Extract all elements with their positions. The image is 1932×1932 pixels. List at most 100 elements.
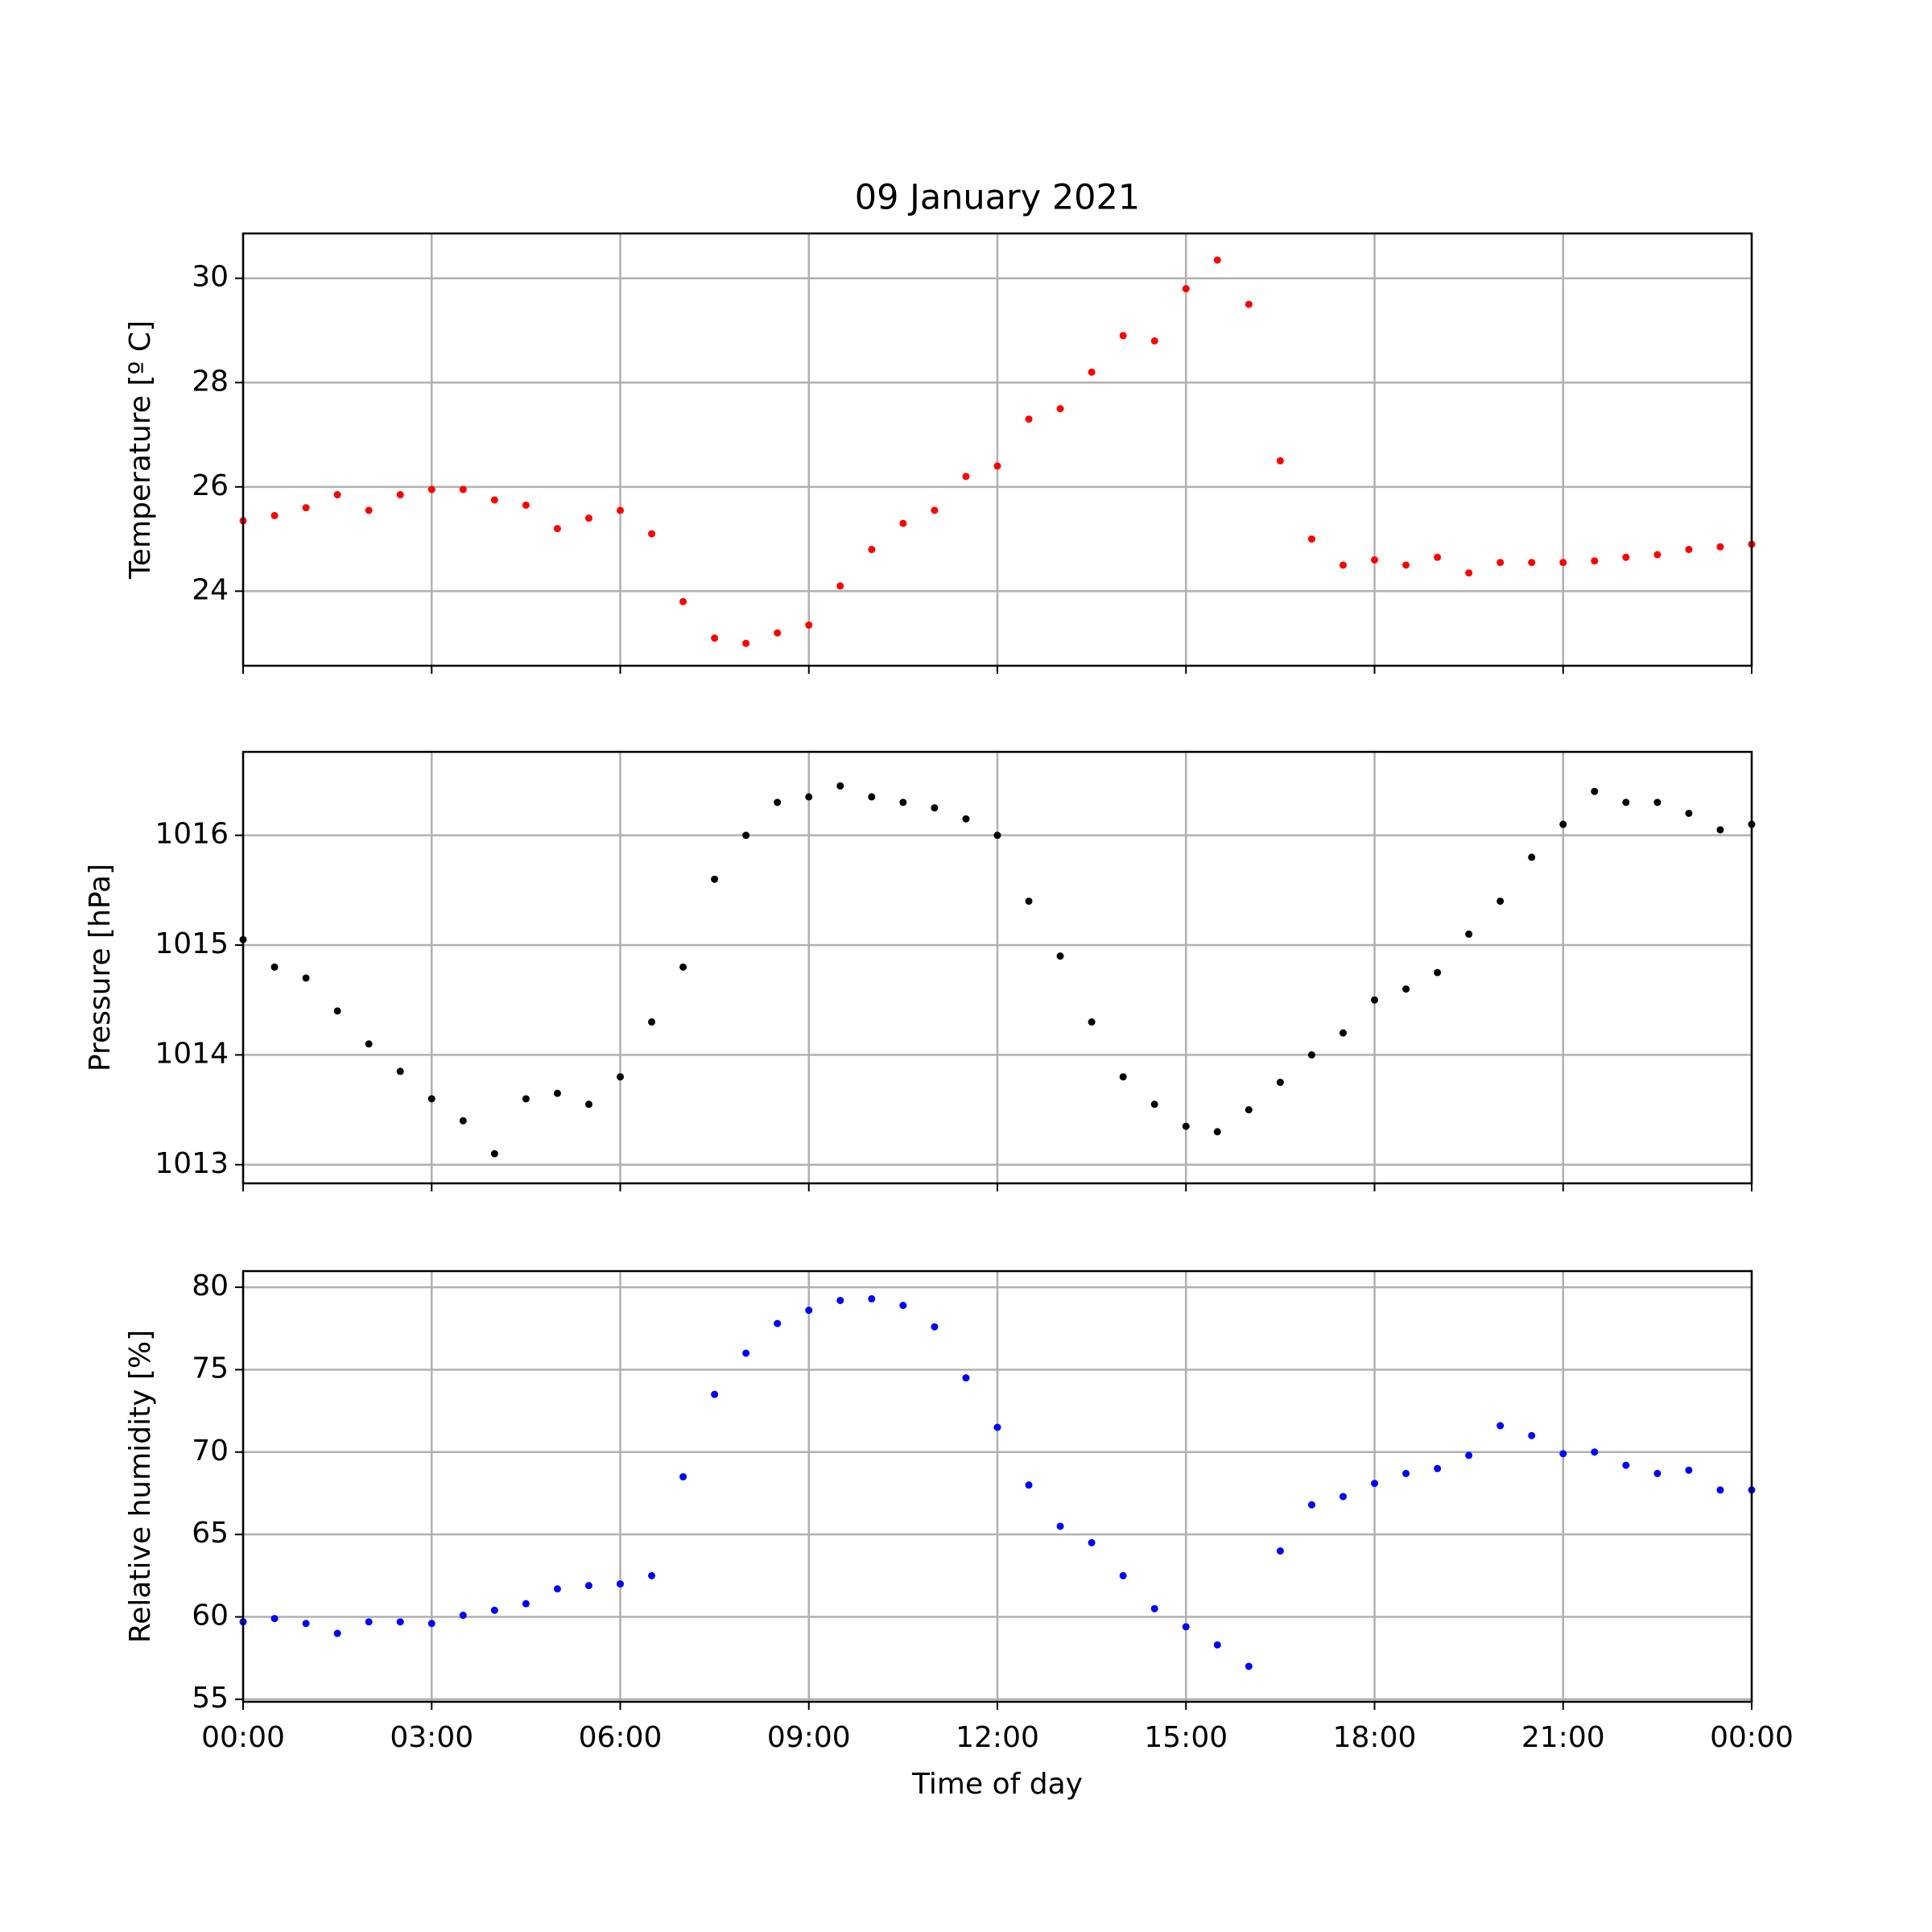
data-point — [742, 639, 750, 647]
data-point — [993, 462, 1001, 470]
data-point — [365, 506, 373, 514]
data-point — [836, 1296, 844, 1304]
x-tick-label: 18:00 — [1333, 1721, 1417, 1754]
y-axis-label: Temperature [º C] — [124, 320, 157, 580]
data-point — [648, 530, 656, 538]
data-point — [1119, 1571, 1127, 1579]
x-tick-label: 00:00 — [1710, 1721, 1794, 1754]
data-point — [1591, 787, 1599, 795]
data-point — [899, 519, 907, 527]
y-tick-label: 75 — [192, 1352, 229, 1385]
data-point — [1685, 1466, 1693, 1474]
data-point — [962, 815, 970, 823]
data-point — [679, 963, 687, 971]
data-point — [868, 546, 876, 554]
axes-frame — [242, 750, 1753, 1185]
axes-frame — [242, 232, 1753, 667]
data-point — [1371, 1480, 1378, 1488]
data-point — [1025, 415, 1033, 423]
x-tick-label: 06:00 — [579, 1721, 663, 1754]
data-point — [1653, 1469, 1662, 1477]
data-point — [396, 1067, 404, 1075]
data-point — [365, 1040, 373, 1048]
data-point — [1119, 1073, 1127, 1081]
data-point — [1716, 1486, 1724, 1494]
data-point — [1685, 809, 1693, 817]
data-point — [1434, 968, 1442, 976]
y-tick-label: 28 — [192, 365, 229, 398]
y-tick-label: 1016 — [155, 818, 229, 851]
data-point — [522, 1095, 530, 1103]
data-point — [742, 832, 750, 840]
data-point — [1182, 285, 1190, 293]
y-tick-label: 1015 — [155, 927, 229, 960]
data-point — [1307, 1501, 1315, 1509]
y-tick-label: 80 — [192, 1269, 229, 1302]
data-point — [711, 1390, 719, 1398]
data-point — [1025, 1481, 1033, 1489]
data-point — [553, 525, 561, 533]
x-tick-label: 12:00 — [956, 1721, 1039, 1754]
data-point — [553, 1585, 561, 1593]
data-point — [1245, 300, 1253, 308]
data-point — [459, 1612, 467, 1620]
data-point — [899, 1302, 907, 1310]
data-point — [805, 621, 813, 629]
data-point — [1371, 996, 1378, 1004]
data-point — [333, 1629, 341, 1637]
x-tick-label: 21:00 — [1521, 1721, 1605, 1754]
data-point — [1276, 1079, 1284, 1087]
data-point — [302, 1620, 310, 1628]
data-point — [1559, 820, 1567, 828]
data-point — [584, 1582, 592, 1590]
data-point — [522, 501, 530, 509]
data-point — [993, 1423, 1001, 1431]
data-point — [1088, 368, 1096, 376]
data-point — [1402, 561, 1410, 569]
data-point — [1339, 561, 1347, 569]
data-point — [1150, 336, 1158, 345]
y-tick-label: 26 — [192, 469, 229, 502]
data-point — [427, 485, 436, 493]
data-point — [679, 1473, 687, 1481]
data-point — [774, 629, 782, 637]
data-point — [1622, 553, 1630, 561]
data-point — [490, 496, 498, 504]
data-point — [584, 1100, 592, 1108]
x-tick-label: 00:00 — [201, 1721, 285, 1754]
data-point — [584, 514, 592, 522]
data-point — [1056, 952, 1064, 960]
data-point — [270, 511, 279, 519]
data-point — [270, 963, 279, 971]
data-point — [1276, 456, 1284, 464]
data-point — [774, 799, 782, 807]
data-point — [931, 804, 939, 812]
data-point — [931, 1323, 939, 1331]
data-point — [1465, 930, 1473, 938]
data-point — [333, 491, 341, 499]
data-point — [742, 1349, 750, 1357]
data-point — [1496, 897, 1505, 905]
data-point — [459, 1117, 467, 1125]
data-point — [427, 1620, 436, 1628]
data-point — [1402, 985, 1410, 993]
data-point — [711, 634, 719, 642]
data-point — [1307, 1051, 1315, 1059]
data-point — [617, 1580, 624, 1588]
data-point — [1622, 1461, 1630, 1469]
y-tick-label: 60 — [192, 1600, 229, 1633]
data-point — [1591, 1448, 1599, 1456]
data-point — [396, 491, 404, 499]
data-point — [868, 1294, 876, 1302]
data-point — [1528, 559, 1536, 567]
data-point — [805, 1307, 813, 1315]
data-point — [1528, 853, 1536, 861]
data-point — [302, 974, 310, 982]
data-point — [1371, 556, 1378, 564]
y-axis-label: Pressure [hPa] — [84, 864, 117, 1071]
data-point — [1213, 1128, 1221, 1136]
data-point — [899, 799, 907, 807]
axes-frame — [242, 1269, 1753, 1703]
